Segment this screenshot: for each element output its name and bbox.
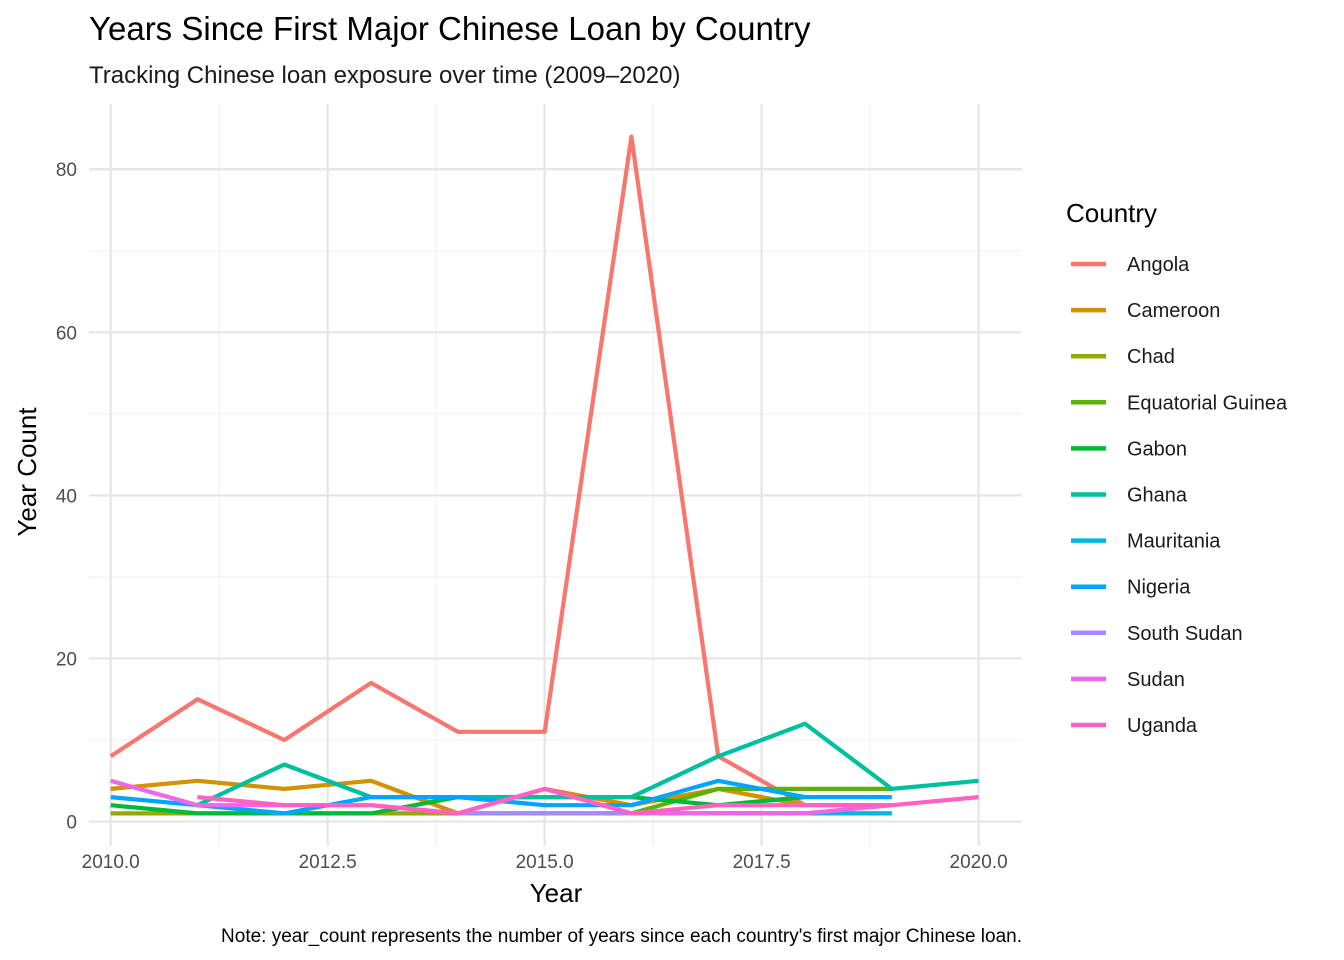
- x-axis-ticks: 2010.0 2012.5 2015.0 2017.5 2020.0: [82, 852, 1008, 873]
- legend-label-nigeria: Nigeria: [1127, 577, 1191, 599]
- x-tick-label: 2015.0: [516, 852, 574, 873]
- x-axis-title: Year: [530, 878, 583, 908]
- chart-title: Years Since First Major Chinese Loan by …: [89, 10, 811, 47]
- y-tick-label: 0: [66, 813, 77, 834]
- series-line-angola: [109, 134, 807, 808]
- legend-label-mauritania: Mauritania: [1127, 531, 1221, 553]
- legend-label-ghana: Ghana: [1127, 485, 1188, 507]
- legend: Country Angola Cameroon Chad Equatorial Gui…: [1066, 198, 1288, 737]
- legend-label-south-sudan: South Sudan: [1127, 623, 1243, 645]
- y-tick-label: 20: [56, 649, 77, 670]
- legend-label-gabon: Gabon: [1127, 438, 1187, 460]
- x-tick-label: 2020.0: [950, 852, 1008, 873]
- plot-grid: [89, 104, 1022, 846]
- series-lines: [109, 134, 979, 816]
- y-axis-title: Year Count: [12, 407, 42, 537]
- legend-label-cameroon: Cameroon: [1127, 300, 1220, 322]
- series-line-uganda: [197, 786, 979, 816]
- legend-label-uganda: Uganda: [1127, 715, 1198, 737]
- legend-label-equatorial-guinea: Equatorial Guinea: [1127, 392, 1288, 414]
- legend-label-sudan: Sudan: [1127, 669, 1185, 691]
- chart-subtitle: Tracking Chinese loan exposure over time…: [89, 62, 680, 89]
- x-tick-label: 2017.5: [733, 852, 791, 873]
- y-tick-label: 60: [56, 323, 77, 344]
- legend-label-chad: Chad: [1127, 346, 1175, 368]
- x-tick-label: 2010.0: [82, 852, 140, 873]
- legend-label-angola: Angola: [1127, 254, 1190, 276]
- x-tick-label: 2012.5: [299, 852, 357, 873]
- chart-caption: Note: year_count represents the number o…: [221, 926, 1022, 947]
- legend-title: Country: [1066, 198, 1157, 228]
- y-axis-ticks: 0 20 40 60 80: [56, 160, 77, 833]
- y-tick-label: 40: [56, 486, 77, 507]
- y-tick-label: 80: [56, 160, 77, 181]
- series-line-ghana: [196, 721, 979, 808]
